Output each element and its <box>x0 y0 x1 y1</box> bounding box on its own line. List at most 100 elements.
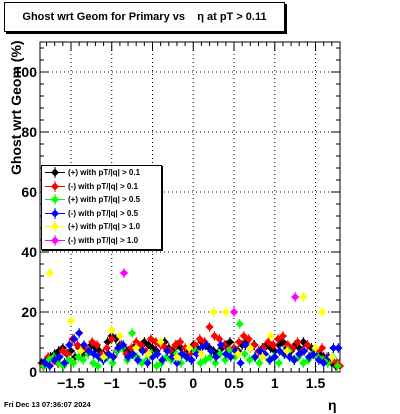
data-point <box>225 337 234 347</box>
diamond-marker <box>185 344 194 352</box>
data-point <box>119 268 128 278</box>
data-point <box>299 292 308 302</box>
diamond-marker <box>207 347 216 355</box>
data-point <box>318 307 327 317</box>
data-point <box>270 352 279 362</box>
diamond-marker <box>209 308 218 316</box>
diamond-marker <box>226 353 235 361</box>
diamond-marker <box>128 329 137 337</box>
data-point <box>266 331 275 341</box>
data-point <box>283 346 292 356</box>
data-point <box>269 340 278 350</box>
data-point <box>221 307 230 317</box>
diamond-marker <box>234 350 243 358</box>
data-point <box>290 355 299 365</box>
data-point <box>293 337 302 347</box>
y-tick-label: 60 <box>21 184 37 200</box>
diamond-marker <box>329 344 338 352</box>
diamond-marker <box>107 335 116 343</box>
legend-item: (-) with pT/|q| > 1.0 <box>42 234 138 247</box>
data-point <box>119 340 128 350</box>
diamond-marker <box>75 329 84 337</box>
legend-label: (-) with pT/|q| > 1.0 <box>68 235 139 245</box>
diamond-marker <box>177 344 186 352</box>
data-point <box>45 361 54 371</box>
legend: (+) with pT/|q| > 0.1 (-) with pT/|q| > … <box>41 165 162 250</box>
data-point <box>230 307 239 317</box>
diamond-marker <box>99 353 108 361</box>
data-point <box>66 316 75 326</box>
diamond-marker <box>258 353 267 361</box>
data-point <box>278 331 287 341</box>
diamond-marker <box>266 332 275 340</box>
chart-title: Ghost wrt Geom for Primary vs η at pT > … <box>4 2 285 32</box>
data-point <box>168 352 177 362</box>
data-point <box>115 331 124 341</box>
diamond-marker <box>293 338 302 346</box>
data-point <box>109 352 118 362</box>
legend-item: (-) with pT/|q| > 0.5 <box>42 207 138 220</box>
data-point <box>255 358 264 368</box>
diamond-marker <box>76 347 85 355</box>
data-point <box>251 352 260 362</box>
data-point <box>93 340 102 350</box>
diamond-marker <box>212 353 221 361</box>
data-point <box>207 346 216 356</box>
diamond-marker <box>79 356 88 364</box>
legend-label: (+) with pT/|q| > 1.0 <box>68 222 141 231</box>
diamond-marker <box>109 353 118 361</box>
diamond-marker <box>234 338 243 346</box>
data-point <box>303 340 312 350</box>
diamond-marker <box>230 308 239 316</box>
diamond-marker <box>119 269 128 277</box>
diamond-marker <box>158 356 167 364</box>
data-point <box>319 358 328 368</box>
data-point <box>215 334 224 344</box>
diamond-marker <box>138 347 147 355</box>
diamond-marker <box>327 353 336 361</box>
data-point <box>107 325 116 335</box>
diamond-marker <box>235 320 244 328</box>
x-tick-label: 1.5 <box>306 375 326 391</box>
data-point <box>76 346 85 356</box>
scatter-chart: −1.5 −1 −0.5 0 0.5 1 1.5 0 20 40 60 80 100 <box>14 41 344 391</box>
diamond-marker <box>300 347 309 355</box>
data-point <box>187 355 196 365</box>
diamond-marker <box>278 332 287 340</box>
data-point <box>314 355 323 365</box>
data-points <box>37 268 344 371</box>
data-point <box>69 358 78 368</box>
data-point <box>107 334 116 344</box>
data-point <box>144 349 153 359</box>
diamond-marker <box>187 356 196 364</box>
diamond-marker <box>108 359 117 367</box>
data-point <box>205 322 214 332</box>
data-point <box>132 343 141 353</box>
data-point <box>128 328 137 338</box>
legend-label: (+) with pT/|q| > 0.5 <box>68 195 141 204</box>
legend-item: (+) with pT/|q| > 0.1 <box>42 166 140 179</box>
data-point <box>300 346 309 356</box>
data-point <box>274 358 283 368</box>
x-tick-label: 0.5 <box>224 375 244 391</box>
diamond-marker <box>240 350 249 358</box>
data-point <box>202 340 211 350</box>
diamond-marker <box>115 332 124 340</box>
diamond-marker <box>172 353 181 361</box>
legend-label: (-) with pT/|q| > 0.1 <box>68 181 139 191</box>
diamond-marker <box>269 341 278 349</box>
diamond-marker <box>319 359 328 367</box>
legend-item: (-) with pT/|q| > 0.1 <box>42 180 138 193</box>
x-tick-label: 1 <box>271 375 279 391</box>
diamond-marker <box>323 359 332 367</box>
data-point <box>240 349 249 359</box>
data-point <box>197 349 206 359</box>
diamond-marker <box>176 338 185 346</box>
data-point <box>212 352 221 362</box>
diamond-marker <box>45 269 54 277</box>
diamond-marker <box>221 356 230 364</box>
diamond-marker <box>45 362 54 370</box>
y-tick-label: 0 <box>29 364 37 380</box>
diamond-marker <box>251 353 260 361</box>
legend-item: (+) with pT/|q| > 1.0 <box>42 220 140 233</box>
